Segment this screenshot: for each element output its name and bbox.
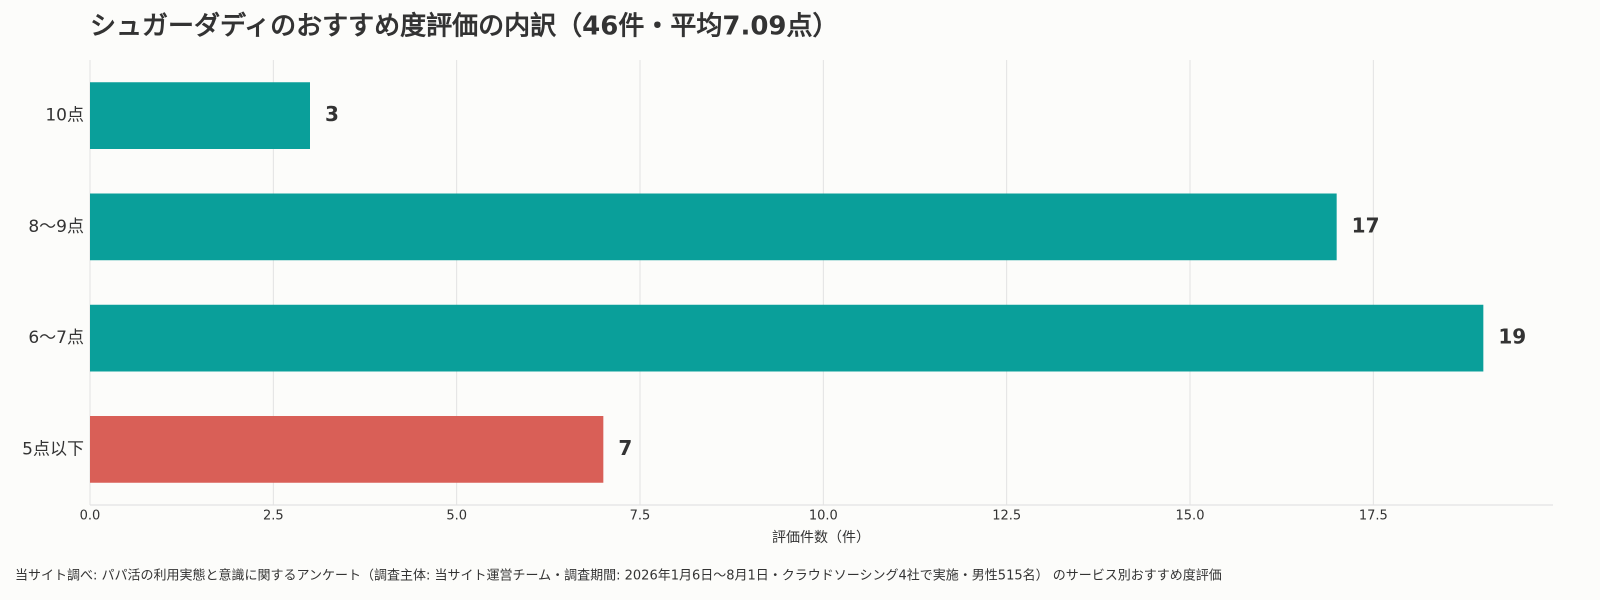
x-tick-label: 7.5 <box>630 509 651 524</box>
y-tick-label: 5点以下 <box>22 439 84 459</box>
chart-title: シュガーダディのおすすめ度評価の内訳（46件・平均7.09点） <box>90 11 839 42</box>
y-tick-label: 6〜7点 <box>28 328 84 348</box>
bar <box>90 82 310 149</box>
x-tick-label: 5.0 <box>446 509 467 524</box>
y-tick-label: 8〜9点 <box>28 217 84 237</box>
bar <box>90 304 1484 372</box>
value-label: 3 <box>325 102 339 126</box>
value-label: 19 <box>1498 325 1526 349</box>
value-label: 17 <box>1352 213 1380 237</box>
x-tick-label: 15.0 <box>1176 509 1205 524</box>
x-axis-label: 評価件数（件） <box>772 530 870 546</box>
footnote: 当サイト調べ: パパ活の利用実態と意識に関するアンケート（調査主体: 当サイト運… <box>15 568 1222 584</box>
x-tick-label: 10.0 <box>809 509 838 524</box>
x-tick-label: 0.0 <box>80 509 101 524</box>
value-label: 7 <box>618 436 632 460</box>
bar <box>90 416 604 483</box>
x-tick-label: 2.5 <box>263 509 284 524</box>
x-tick-label: 12.5 <box>992 509 1021 524</box>
y-tick-label: 10点 <box>45 106 84 126</box>
x-tick-label: 17.5 <box>1359 509 1388 524</box>
bar <box>90 193 1337 261</box>
